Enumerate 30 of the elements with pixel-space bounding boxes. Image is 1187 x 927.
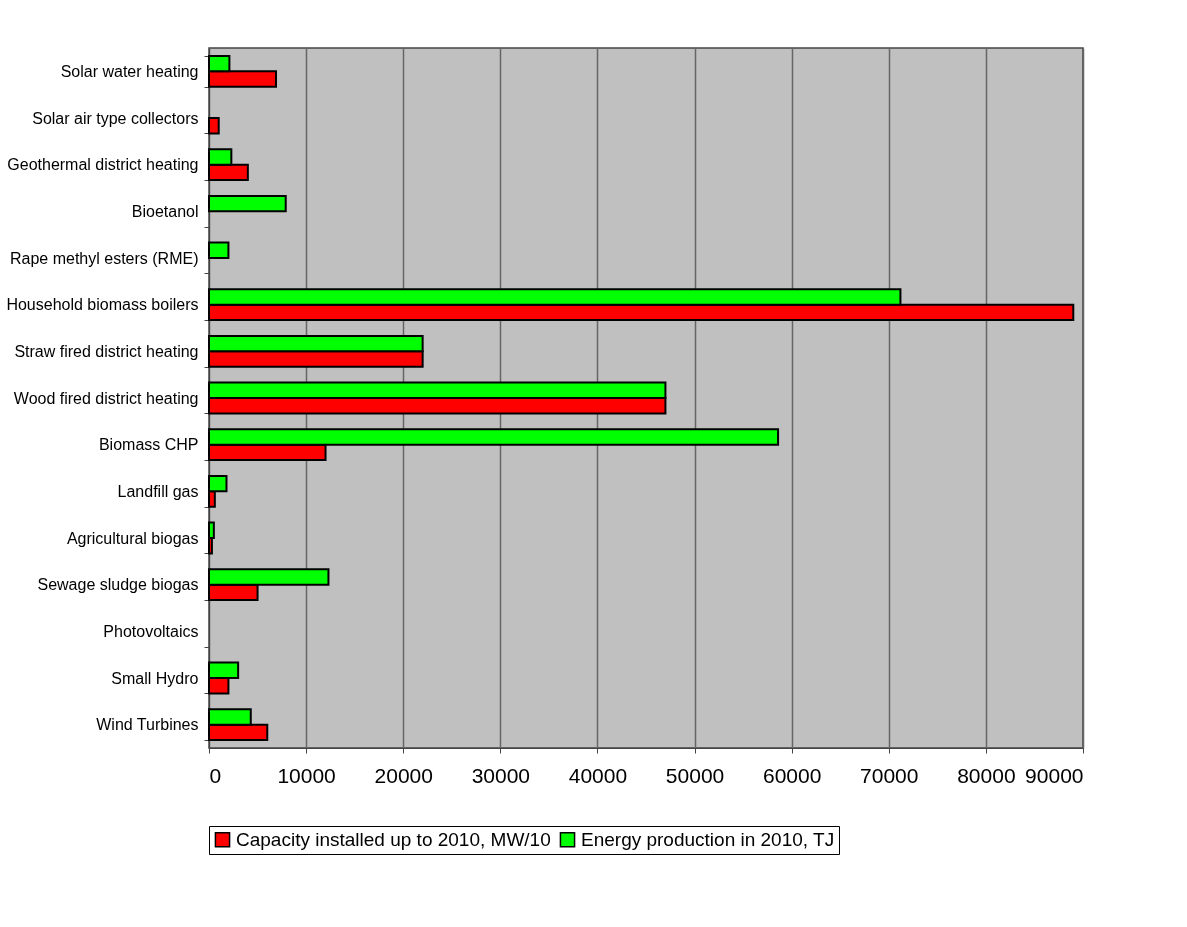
legend-label: Capacity installed up to 2010, MW/10: [236, 828, 551, 850]
x-tick-label: 90000: [1025, 763, 1084, 787]
bar: [208, 117, 220, 135]
x-tick-label: 0: [209, 763, 222, 787]
y-tick-label: Landfill gas: [117, 482, 199, 500]
y-tick-label: Sewage sludge biogas: [37, 576, 199, 594]
x-tick-label: 70000: [860, 763, 919, 787]
x-tick-label: 20000: [374, 763, 433, 787]
x-tick-label: 10000: [277, 763, 336, 787]
y-tick-label: Straw fired district heating: [14, 342, 199, 360]
x-tick-label: 30000: [471, 763, 531, 787]
bar: [208, 194, 287, 213]
y-tick-label: Small Hydro: [111, 669, 199, 687]
bar: [208, 241, 230, 259]
x-tick-label: 40000: [568, 763, 628, 787]
y-tick-label: Photovoltaics: [103, 622, 199, 640]
x-tick-label: 80000: [957, 763, 1016, 787]
x-tick-label: 60000: [762, 763, 822, 787]
y-tick-label: Household biomass boilers: [6, 296, 199, 314]
y-tick-label: Bioetanol: [131, 202, 199, 220]
y-tick-label: Wind Turbines: [96, 716, 199, 734]
y-tick-label: Agricultural biogas: [66, 529, 199, 547]
y-tick-label: Rape methyl esters (RME): [10, 249, 199, 267]
y-tick-label: Wood fired district heating: [13, 389, 199, 407]
y-tick-label: Geothermal district heating: [7, 156, 199, 174]
legend-label: Energy production in 2010, TJ: [581, 828, 835, 850]
y-tick-label: Biomass CHP: [98, 436, 199, 454]
x-tick-label: 50000: [665, 763, 725, 787]
y-tick-label: Solar air type collectors: [32, 109, 199, 127]
y-tick-label: Solar water heating: [60, 62, 199, 80]
